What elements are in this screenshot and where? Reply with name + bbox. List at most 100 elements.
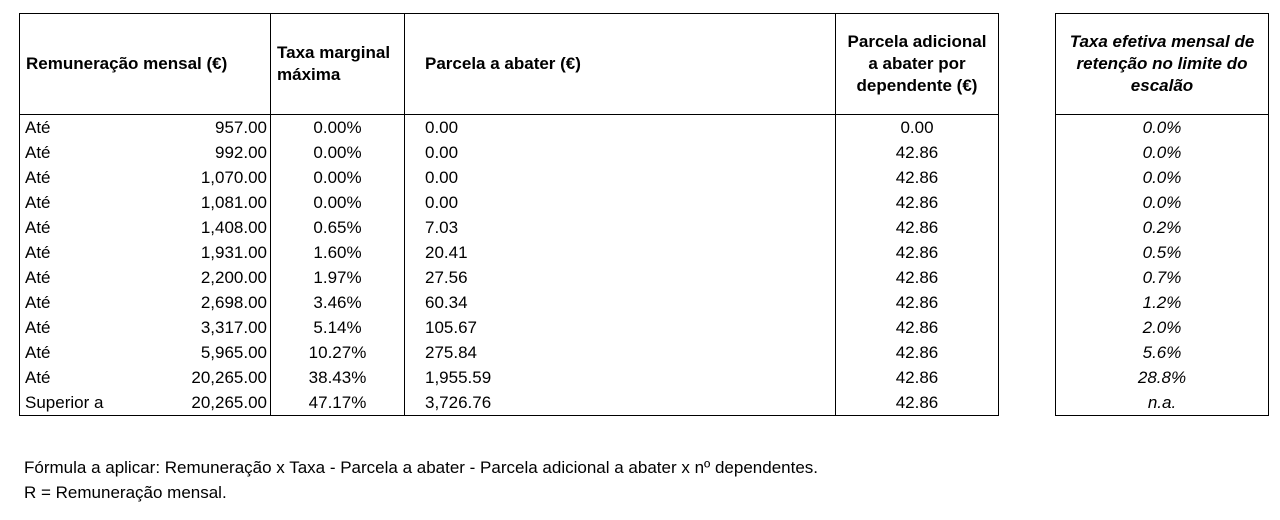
remuneracao-value: 20,265.00	[122, 390, 271, 416]
remuneracao-value: 3,317.00	[122, 315, 271, 340]
row-label: Até	[25, 368, 51, 387]
side-table-row: 1.2%	[1056, 290, 1269, 315]
table-row: Até 1,081.00 0.00% 0.00 42.86	[20, 190, 999, 215]
parcela-abater-value: 60.34	[404, 290, 836, 315]
parcela-dependente-value: 42.86	[895, 268, 939, 287]
formula-note: Fórmula a aplicar: Remuneração x Taxa - …	[24, 458, 819, 477]
taxa-marginal-value: 0.00%	[270, 114, 405, 140]
taxa-efetiva-value: 0.2%	[1142, 218, 1182, 237]
legend-note: R = Remuneração mensal.	[24, 483, 227, 502]
table-row: Até 1,070.00 0.00% 0.00 42.86	[20, 165, 999, 190]
side-header-row: Taxa efetiva mensal de retenção no limit…	[1055, 13, 1269, 115]
parcela-dependente-value: 42.86	[895, 368, 939, 387]
table-row: Até 5,965.00 10.27% 275.84 42.86	[20, 340, 999, 365]
remuneracao-value: 1,070.00	[122, 165, 271, 190]
table-row: Até 992.00 0.00% 0.00 42.86	[20, 140, 999, 165]
taxa-efetiva-value: 2.0%	[1142, 318, 1182, 337]
header-taxa-efetiva: Taxa efetiva mensal de retenção no limit…	[1055, 13, 1269, 115]
taxa-efetiva-value: 0.0%	[1142, 193, 1182, 212]
taxa-efetiva-value: n.a.	[1147, 393, 1177, 412]
taxa-efetiva-value: 28.8%	[1137, 368, 1187, 387]
taxa-efetiva-value: 1.2%	[1142, 293, 1182, 312]
side-table-row: 0.5%	[1056, 240, 1269, 265]
remuneracao-value: 2,200.00	[122, 265, 271, 290]
parcela-abater-value: 1,955.59	[404, 365, 836, 390]
parcela-abater-value: 105.67	[404, 315, 836, 340]
taxa-marginal-value: 0.65%	[270, 215, 405, 240]
parcela-dependente-value: 0.00	[900, 118, 934, 137]
taxa-efetiva-value: 0.5%	[1142, 243, 1182, 262]
header-row: Remuneração mensal (€) Taxa marginal máx…	[19, 13, 999, 115]
side-table-row: 0.0%	[1056, 115, 1269, 141]
row-label: Até	[25, 118, 51, 137]
parcela-abater-value: 0.00	[404, 165, 836, 190]
remuneracao-value: 5,965.00	[122, 340, 271, 365]
parcela-abater-value: 0.00	[404, 114, 836, 140]
parcela-dependente-value: 42.86	[895, 293, 939, 312]
taxa-efetiva-value: 0.7%	[1142, 268, 1182, 287]
side-table-row: 0.0%	[1056, 165, 1269, 190]
parcela-dependente-value: 42.86	[895, 193, 939, 212]
row-label: Até	[25, 318, 51, 337]
taxa-marginal-value: 0.00%	[270, 190, 405, 215]
parcela-dependente-value: 42.86	[895, 343, 939, 362]
remuneracao-value: 992.00	[122, 140, 271, 165]
row-label: Até	[25, 343, 51, 362]
parcela-abater-value: 7.03	[404, 215, 836, 240]
side-table-row: 0.7%	[1056, 265, 1269, 290]
table-row: Superior a 20,265.00 47.17% 3,726.76 42.86	[20, 390, 999, 416]
parcela-abater-value: 0.00	[404, 190, 836, 215]
row-label: Até	[25, 293, 51, 312]
effective-rate-table: Taxa efetiva mensal de retenção no limit…	[1055, 13, 1269, 416]
header-remuneracao: Remuneração mensal (€)	[19, 13, 271, 115]
parcela-dependente-value: 42.86	[895, 168, 939, 187]
remuneracao-value: 1,081.00	[122, 190, 271, 215]
taxa-marginal-value: 10.27%	[270, 340, 405, 365]
side-table-row: 5.6%	[1056, 340, 1269, 365]
table-row: Até 3,317.00 5.14% 105.67 42.86	[20, 315, 999, 340]
parcela-abater-value: 20.41	[404, 240, 836, 265]
taxa-marginal-value: 47.17%	[270, 390, 405, 416]
withholding-tax-table: Remuneração mensal (€) Taxa marginal máx…	[19, 13, 999, 416]
taxa-marginal-value: 3.46%	[270, 290, 405, 315]
row-label: Até	[25, 193, 51, 212]
side-table-row: 0.0%	[1056, 140, 1269, 165]
table-row: Até 957.00 0.00% 0.00 0.00	[20, 114, 999, 140]
remuneracao-value: 1,408.00	[122, 215, 271, 240]
table-row: Até 1,408.00 0.65% 7.03 42.86	[20, 215, 999, 240]
taxa-efetiva-value: 0.0%	[1142, 143, 1182, 162]
taxa-marginal-value: 0.00%	[270, 165, 405, 190]
parcela-abater-value: 27.56	[404, 265, 836, 290]
table-row: Até 2,200.00 1.97% 27.56 42.86	[20, 265, 999, 290]
header-taxa-marginal: Taxa marginal máxima	[270, 13, 405, 115]
table-row: Até 20,265.00 38.43% 1,955.59 42.86	[20, 365, 999, 390]
taxa-marginal-value: 0.00%	[270, 140, 405, 165]
taxa-marginal-value: 38.43%	[270, 365, 405, 390]
row-label: Superior a	[25, 393, 104, 412]
taxa-efetiva-value: 0.0%	[1142, 168, 1182, 187]
table-body: Até 957.00 0.00% 0.00 0.00 Até 992.00 0.00% 0.00…	[20, 114, 999, 416]
taxa-efetiva-value: 0.0%	[1142, 118, 1182, 137]
parcela-dependente-value: 42.86	[895, 393, 939, 412]
taxa-efetiva-value: 5.6%	[1142, 343, 1182, 362]
row-label: Até	[25, 218, 51, 237]
parcela-abater-value: 0.00	[404, 140, 836, 165]
side-table-row: n.a.	[1056, 390, 1269, 416]
remuneracao-value: 2,698.00	[122, 290, 271, 315]
table-row: Até 2,698.00 3.46% 60.34 42.86	[20, 290, 999, 315]
parcela-dependente-value: 42.86	[895, 143, 939, 162]
taxa-marginal-value: 1.60%	[270, 240, 405, 265]
row-label: Até	[25, 268, 51, 287]
taxa-marginal-value: 1.97%	[270, 265, 405, 290]
side-table-row: 28.8%	[1056, 365, 1269, 390]
header-parcela-dependente: Parcela adicional a abater por dependent…	[835, 13, 999, 115]
parcela-dependente-value: 42.86	[895, 318, 939, 337]
row-label: Até	[25, 243, 51, 262]
side-table-row: 0.2%	[1056, 215, 1269, 240]
table-row: Até 1,931.00 1.60% 20.41 42.86	[20, 240, 999, 265]
side-table-row: 0.0%	[1056, 190, 1269, 215]
remuneracao-value: 1,931.00	[122, 240, 271, 265]
parcela-dependente-value: 42.86	[895, 218, 939, 237]
row-label: Até	[25, 168, 51, 187]
side-table-body: 0.0% 0.0% 0.0% 0.0% 0.2% 0.5% 0.7% 1.2% 2.0% 5.6%…	[1056, 115, 1269, 416]
